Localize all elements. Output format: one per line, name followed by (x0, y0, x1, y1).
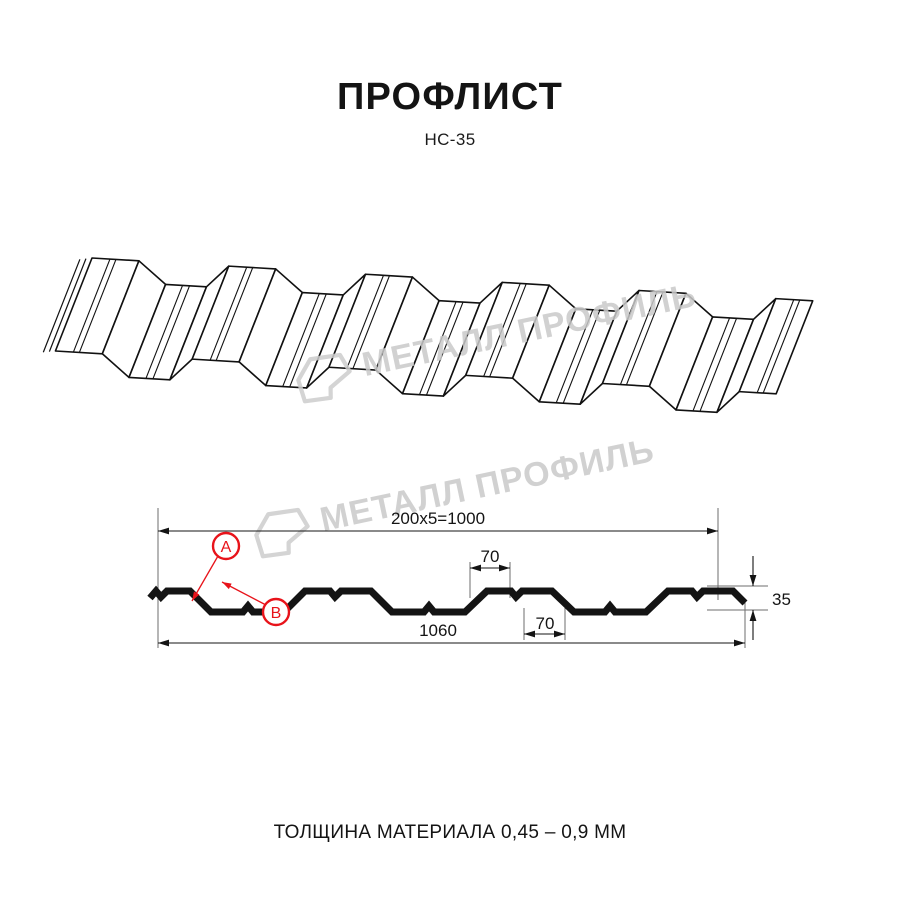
dimension-valley-width-label: 70 (536, 614, 555, 633)
dimension-profile-height: 35 (749, 556, 791, 640)
dimension-crest-width: 70 (470, 547, 510, 572)
svg-text:МЕТАЛЛ ПРОФИЛЬ: МЕТАЛЛ ПРОФИЛЬ (317, 431, 658, 539)
watermark-logo-bottom: МЕТАЛЛ ПРОФИЛЬ (254, 431, 658, 559)
dimension-crest-width-label: 70 (481, 547, 500, 566)
callout-b[interactable]: B (221, 581, 291, 627)
callout-a-label: A (221, 539, 232, 556)
dimension-pitch-total: 200x5=1000 (158, 509, 718, 535)
profile-cross-section (147, 585, 748, 616)
title-block: ПРОФЛИСТ НС-35 (0, 76, 900, 150)
dimension-profile-height-label: 35 (772, 590, 791, 609)
callout-a[interactable]: A (191, 531, 241, 602)
extension-lines (157, 508, 768, 648)
callout-b-marker[interactable] (261, 597, 291, 627)
dimension-valley-width: 70 (524, 614, 565, 638)
isometric-profile-sheet (42, 255, 814, 417)
svg-text:МЕТАЛЛ ПРОФИЛЬ: МЕТАЛЛ ПРОФИЛЬ (359, 276, 700, 384)
dimension-pitch-total-label: 200x5=1000 (391, 509, 485, 528)
callout-a-marker[interactable] (211, 531, 241, 561)
material-thickness-note: ТОЛЩИНА МАТЕРИАЛА 0,45 – 0,9 ММ (273, 822, 627, 843)
callout-b-label: B (271, 605, 282, 622)
watermark-logo-top: МЕТАЛЛ ПРОФИЛЬ (296, 276, 700, 404)
dimension-overall-width-label: 1060 (419, 621, 457, 640)
dimension-overall-width: 1060 (158, 621, 745, 647)
product-model-label: НС-35 (424, 129, 476, 149)
page-title: ПРОФЛИСТ (337, 76, 563, 118)
